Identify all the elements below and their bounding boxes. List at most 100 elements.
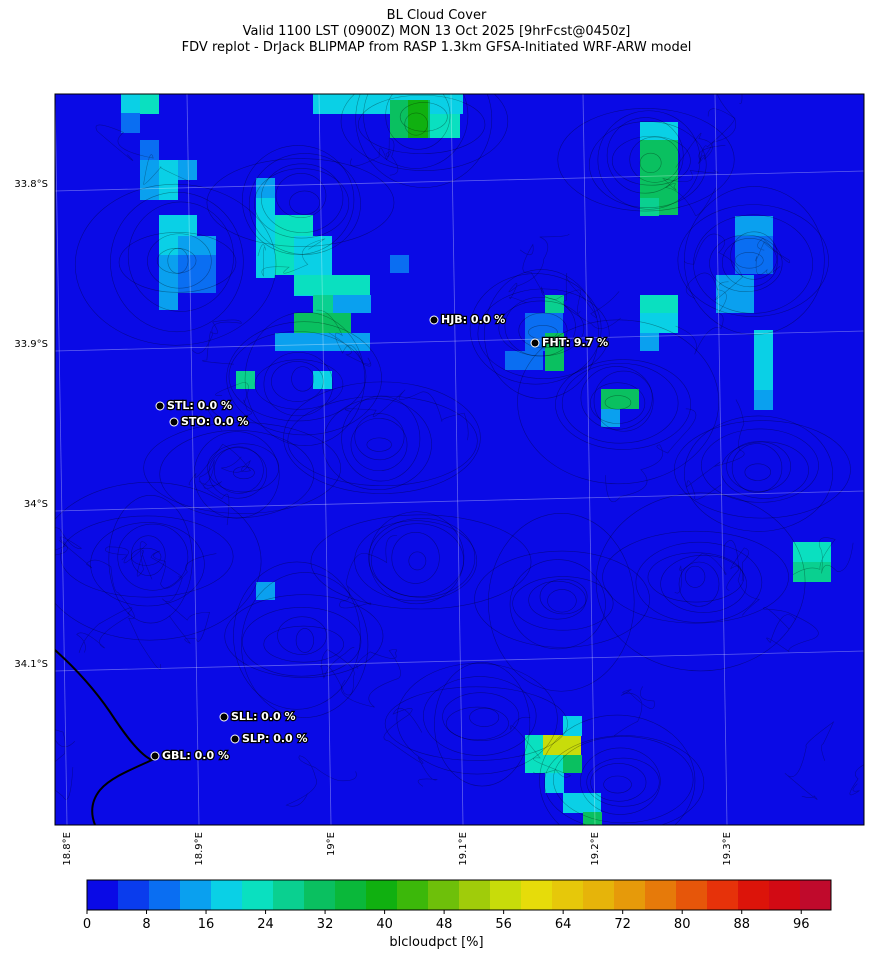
contour-line — [662, 170, 719, 216]
contour-line — [586, 757, 660, 807]
contour-line — [257, 238, 326, 277]
contour-line — [674, 540, 740, 594]
colorbar-tick-label: 8 — [142, 917, 150, 932]
colorbar-swatch — [149, 880, 181, 910]
contour-line — [734, 251, 764, 269]
colorbar-swatch — [614, 880, 646, 910]
contour-line — [244, 311, 366, 446]
contour-line — [528, 580, 587, 620]
station-marker — [155, 401, 165, 411]
colorbar-swatch — [645, 880, 677, 910]
colorbar-swatch — [738, 880, 770, 910]
cloud-cell — [408, 100, 428, 138]
contour-line — [561, 362, 679, 444]
graticule — [55, 94, 864, 825]
longitude-label: 18.9°E — [194, 832, 205, 866]
contour-line — [277, 616, 327, 655]
contour-line — [730, 547, 761, 616]
grid-line — [318, 94, 332, 825]
latitude-label: 33.8°S — [14, 179, 48, 190]
colorbar-tick-label: 32 — [317, 917, 334, 932]
contour-line — [469, 707, 500, 727]
grid-line — [55, 170, 864, 192]
figure-title: BL Cloud Cover Valid 1100 LST (0900Z) MO… — [0, 8, 873, 56]
contour-line — [484, 269, 599, 399]
contour-line — [207, 443, 280, 493]
contour-line — [731, 443, 783, 493]
longitude-label: 19°E — [326, 832, 337, 856]
colorbar-tick-label: 40 — [376, 917, 393, 932]
contour-line — [580, 747, 661, 815]
contour-line — [698, 94, 743, 162]
station-marker — [150, 751, 160, 761]
contour-line — [553, 736, 694, 824]
latitude-label: 34°S — [24, 499, 48, 510]
contour-line — [224, 594, 384, 678]
contour-line — [340, 94, 509, 171]
contour-line — [408, 551, 427, 571]
contour-line — [366, 437, 392, 452]
contour-line — [354, 520, 478, 602]
contour-line — [233, 561, 361, 710]
cloud-cell — [563, 716, 582, 736]
contour-line — [709, 234, 783, 292]
colorbar: 0 8 16 24 32 40 48 56 64 72 80 88 96 — [83, 879, 832, 932]
station-label: HJB: 0.0 % — [441, 313, 505, 326]
contour-line — [130, 535, 166, 576]
grid-line — [55, 330, 864, 352]
contour-line — [60, 515, 234, 598]
cloud-cell — [640, 140, 678, 180]
contour-line — [693, 214, 814, 314]
contour-line — [469, 273, 602, 385]
cloud-cell — [121, 113, 140, 133]
colorbar-tick-label: 56 — [495, 917, 512, 932]
contour-line — [604, 395, 632, 410]
colorbar-swatch — [521, 880, 553, 910]
colorbar-swatch — [800, 880, 832, 910]
contour-line — [678, 561, 720, 607]
cloud-cell — [294, 313, 351, 333]
contour-line — [159, 430, 315, 519]
contour-line — [206, 382, 253, 431]
contour-line — [188, 443, 251, 486]
contour-line — [683, 233, 743, 300]
contour-line — [593, 370, 654, 432]
contour-line — [263, 352, 334, 417]
colorbar-swatch — [242, 880, 274, 910]
station-label: FHT: 9.7 % — [542, 336, 608, 349]
contour-line — [399, 102, 448, 132]
contour-line — [341, 395, 421, 482]
colorbar-tick-label: 0 — [83, 917, 91, 932]
contour-line — [253, 168, 350, 239]
contour-line — [248, 153, 361, 255]
cloud-cell — [640, 122, 678, 142]
contour-line — [597, 110, 701, 210]
colorbar-tick-label: 80 — [674, 917, 691, 932]
longitude-label: 19.2°E — [590, 832, 601, 866]
cloud-cell — [563, 793, 601, 813]
cloud-cell — [545, 773, 564, 793]
contour-line — [588, 121, 707, 209]
cloud-cell — [601, 409, 620, 427]
contour-line — [784, 721, 835, 800]
colorbar-swatch — [707, 880, 739, 910]
cloud-cell — [256, 198, 275, 278]
cloud-cell — [275, 333, 370, 351]
station-marker — [219, 712, 229, 722]
contour-line — [208, 447, 267, 499]
contour-line — [509, 716, 572, 778]
colorbar-swatch — [180, 880, 212, 910]
grid-line — [186, 94, 200, 825]
contour-line — [675, 108, 737, 168]
contour-line — [263, 625, 344, 663]
cloud-cell — [178, 255, 216, 293]
title-line-3: FDV replot - DrJack BLIPMAP from RASP 1.… — [181, 40, 692, 55]
contour-line — [539, 578, 588, 615]
contour-line — [271, 361, 324, 402]
colorbar-swatch — [366, 880, 398, 910]
contour-line — [254, 359, 344, 410]
cloud-cell — [313, 371, 332, 389]
colorbar-tick-label: 96 — [793, 917, 810, 932]
station-label: STL: 0.0 % — [167, 399, 232, 412]
colorbar-tick-label: 24 — [257, 917, 274, 932]
